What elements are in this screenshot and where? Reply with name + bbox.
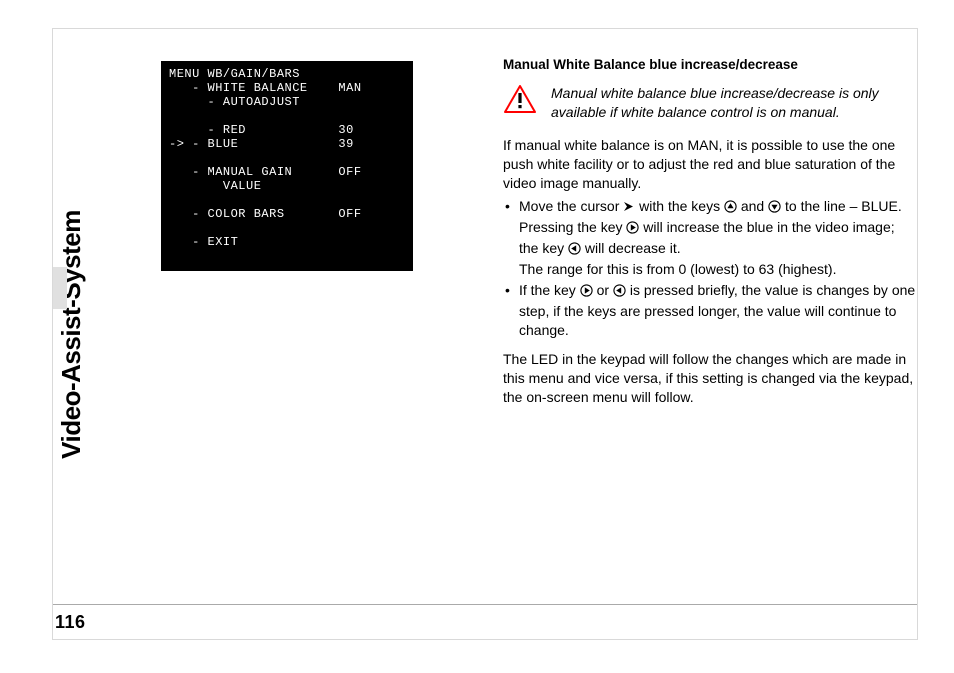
instruction-list: Move the cursor with the keys and to the… xyxy=(503,197,917,340)
page-frame: Video-Assist-System MENU WB/GAIN/BARS - … xyxy=(52,28,918,640)
side-tab-label: Video-Assist-System xyxy=(56,210,87,459)
side-tab-marker xyxy=(53,267,67,309)
cursor-icon xyxy=(623,198,635,217)
key-right-icon xyxy=(580,283,593,302)
warning-note: Manual white balance blue increase/decre… xyxy=(503,84,917,122)
side-tab: Video-Assist-System xyxy=(53,29,89,639)
key-left-icon xyxy=(613,283,626,302)
article-column: Manual White Balance blue increase/decre… xyxy=(503,57,917,411)
key-down-icon xyxy=(768,199,781,218)
list-item: If the key or is pressed briefly, the va… xyxy=(503,281,917,340)
footer-rule xyxy=(53,604,917,605)
key-right-icon xyxy=(626,220,639,239)
key-up-icon xyxy=(724,199,737,218)
terminal-screen: MENU WB/GAIN/BARS - WHITE BALANCE MAN - … xyxy=(161,61,413,271)
warning-icon xyxy=(503,84,537,119)
paragraph-intro: If manual white balance is on MAN, it is… xyxy=(503,136,917,193)
warning-text: Manual white balance blue increase/decre… xyxy=(551,84,917,122)
key-left-icon xyxy=(568,241,581,260)
page-number: 116 xyxy=(53,608,88,639)
paragraph-outro: The LED in the keypad will follow the ch… xyxy=(503,350,917,407)
article-heading: Manual White Balance blue increase/decre… xyxy=(503,57,917,72)
list-item: Move the cursor with the keys and to the… xyxy=(503,197,917,279)
